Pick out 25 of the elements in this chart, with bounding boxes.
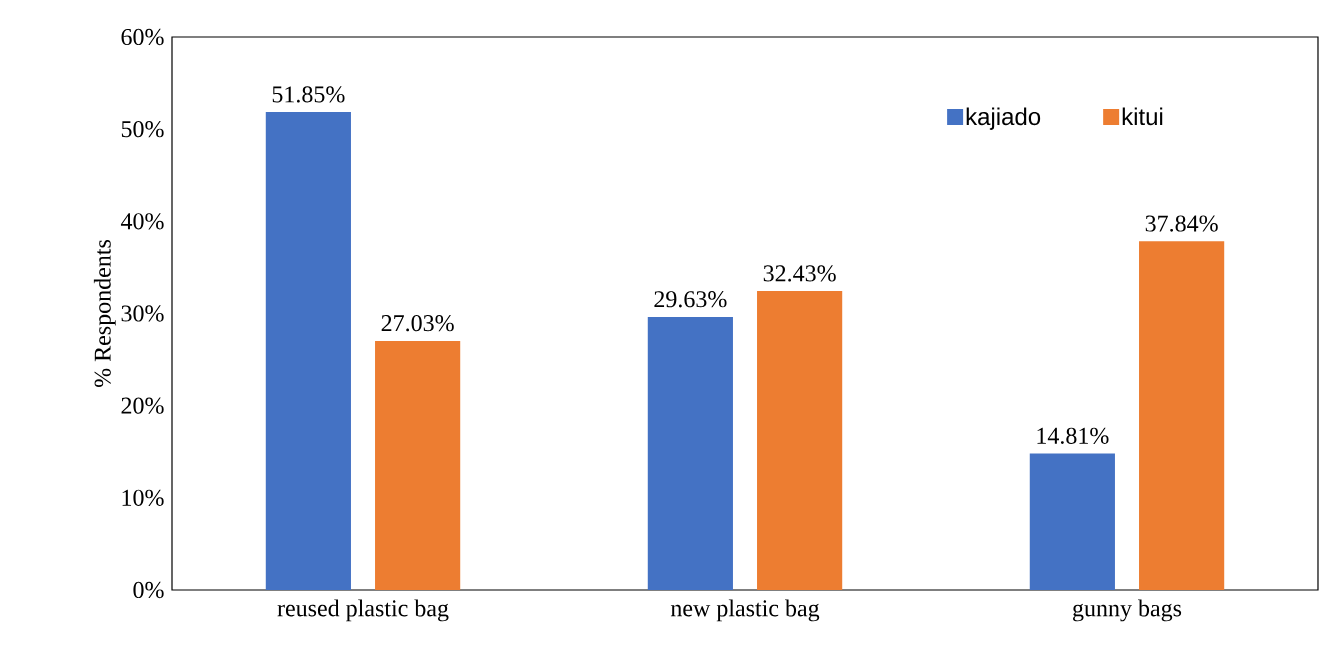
bar: [265, 112, 351, 590]
x-tick-label: gunny bags: [1073, 599, 1182, 622]
legend-label: kajiado: [966, 107, 1041, 130]
bar: [1139, 241, 1225, 590]
data-label: 29.63%: [654, 291, 727, 308]
bar: [375, 340, 461, 590]
y-tick-label: 50%: [121, 121, 164, 138]
y-tick-label: 40%: [120, 213, 164, 230]
data-label: 37.84%: [1145, 215, 1218, 232]
y-tick-label: 60%: [121, 28, 164, 46]
y-tick-label: 20%: [121, 397, 164, 414]
data-label: 14.81%: [1037, 427, 1109, 444]
legend-label: kitui: [1122, 107, 1163, 126]
y-tick-label: 30%: [121, 305, 164, 322]
x-tick-label: reused plastic bag: [277, 599, 449, 622]
y-tick-label: 0%: [133, 581, 164, 599]
y-tick-label: 10%: [122, 489, 164, 506]
bar: [647, 316, 733, 590]
data-label: 32.43%: [763, 265, 836, 282]
data-label: 51.85%: [272, 86, 345, 103]
y-axis-title: % Respondents: [93, 240, 116, 387]
bar: [757, 291, 843, 590]
data-label: 27.03%: [381, 315, 454, 332]
x-tick-label: new plastic bag: [670, 599, 820, 622]
bar: [1029, 453, 1115, 590]
